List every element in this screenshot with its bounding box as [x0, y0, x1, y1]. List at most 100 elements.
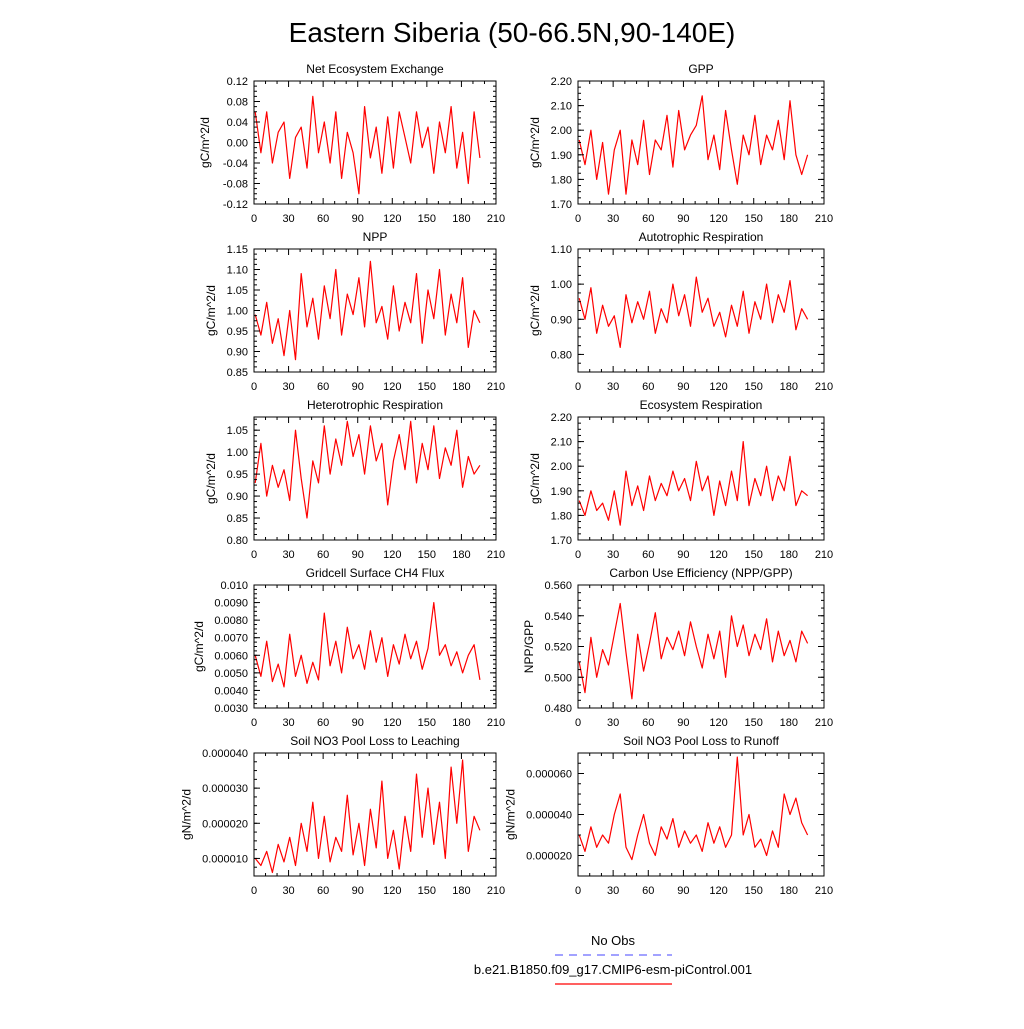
x-tick-label: 90: [352, 885, 364, 897]
y-axis-label: gC/m^2/d: [198, 117, 212, 168]
y-tick-label: 0.000040: [526, 810, 572, 822]
x-tick-label: 150: [418, 213, 436, 225]
y-tick-label: 2.20: [551, 76, 572, 88]
x-tick-label: 150: [418, 885, 436, 897]
x-tick-label: 210: [815, 717, 833, 729]
x-tick-label: 30: [282, 213, 294, 225]
panel-9: 0 30 60 90 120 150 180 210 0.000010 0.000020 0.000…: [179, 734, 505, 897]
x-tick-label: 150: [418, 381, 436, 393]
x-tick-label: 90: [677, 213, 689, 225]
panel-title: NPP: [363, 230, 388, 244]
y-tick-label: 0.0090: [214, 598, 248, 610]
x-tick-label: 90: [677, 381, 689, 393]
series-line: [578, 756, 809, 861]
y-tick-label: 0.04: [227, 117, 248, 129]
panel-4: 0 30 60 90 120 150 180 210 0.80 0.90 1.00 1.10 Autot…: [528, 230, 833, 393]
y-tick-label: 0.0060: [214, 650, 248, 662]
x-tick-label: 180: [452, 885, 470, 897]
x-tick-label: 150: [745, 885, 763, 897]
panel-1: 0 30 60 90 120 150 180 210 -0.12 -0.08 -0.04 0.00 0.…: [198, 62, 505, 225]
x-tick-label: 120: [383, 885, 401, 897]
panel-title: Gridcell Surface CH4 Flux: [306, 566, 445, 580]
y-tick-label: 2.00: [551, 461, 572, 473]
y-tick-label: 1.70: [551, 199, 572, 211]
x-tick-label: 150: [745, 717, 763, 729]
y-tick-label: 0.000040: [202, 748, 248, 760]
x-tick-label: 0: [251, 213, 257, 225]
y-tick-label: 0.95: [227, 326, 248, 338]
panel-title: Ecosystem Respiration: [640, 398, 763, 412]
x-tick-label: 90: [352, 717, 364, 729]
x-tick-label: 60: [317, 213, 329, 225]
panel-7: 0 30 60 90 120 150 180 210 0.0030 0.0040 0.0050 0.0…: [192, 566, 505, 729]
y-axis-label: gC/m^2/d: [204, 285, 218, 336]
x-tick-label: 0: [575, 213, 581, 225]
plot-frame: [253, 416, 497, 541]
series-line: [254, 260, 481, 361]
y-tick-label: 0.000020: [526, 851, 572, 863]
x-tick-label: 30: [282, 549, 294, 561]
y-tick-label: 1.15: [227, 244, 248, 256]
y-axis-label: gC/m^2/d: [528, 285, 542, 336]
plot-frame: [577, 416, 825, 541]
x-tick-label: 0: [575, 381, 581, 393]
y-tick-label: 0.95: [227, 469, 248, 481]
y-axis-label: NPP/GPP: [522, 620, 536, 673]
x-tick-label: 120: [383, 549, 401, 561]
y-tick-label: 2.20: [551, 412, 572, 424]
panel-title: Soil NO3 Pool Loss to Runoff: [623, 734, 780, 748]
y-tick-label: -0.12: [223, 199, 248, 211]
series-line: [254, 420, 481, 519]
panel-6: 0 30 60 90 120 150 180 210 1.70 1.80 1.90 2.00 2.10 2…: [528, 398, 833, 561]
y-tick-label: 0.80: [551, 349, 572, 361]
y-tick-label: 0.480: [544, 703, 572, 715]
panel-title: Net Ecosystem Exchange: [306, 62, 444, 76]
x-tick-label: 120: [709, 213, 727, 225]
x-tick-label: 30: [607, 717, 619, 729]
y-tick-label: 0.000030: [202, 783, 248, 795]
panel-5: 0 30 60 90 120 150 180 210 0.80 0.85 0.90 0.95 1.00 1…: [204, 398, 505, 561]
x-tick-label: 120: [709, 885, 727, 897]
x-tick-label: 120: [383, 381, 401, 393]
y-tick-label: 2.00: [551, 125, 572, 137]
y-tick-label: 0.520: [544, 642, 572, 654]
x-tick-label: 0: [575, 717, 581, 729]
y-tick-label: 0.540: [544, 611, 572, 623]
x-tick-label: 180: [780, 381, 798, 393]
y-tick-label: 1.80: [551, 510, 572, 522]
plot-frame: [253, 752, 497, 877]
x-tick-label: 120: [383, 213, 401, 225]
x-tick-label: 0: [575, 885, 581, 897]
y-tick-label: 0.0070: [214, 633, 248, 645]
y-tick-label: 0.0040: [214, 685, 248, 697]
x-tick-label: 90: [677, 885, 689, 897]
x-tick-label: 210: [487, 381, 505, 393]
y-tick-label: 0.80: [227, 535, 248, 547]
x-tick-label: 180: [780, 213, 798, 225]
y-tick-label: 0.000010: [202, 853, 248, 865]
y-axis-label: gC/m^2/d: [204, 453, 218, 504]
y-tick-label: 0.90: [551, 314, 572, 326]
x-tick-label: 150: [418, 549, 436, 561]
y-tick-label: 0.00: [227, 138, 248, 150]
panel-title: GPP: [688, 62, 713, 76]
y-axis-label: gN/m^2/d: [503, 789, 517, 840]
y-tick-label: 2.10: [551, 437, 572, 449]
y-tick-label: 2.10: [551, 101, 572, 113]
y-tick-label: 0.90: [227, 347, 248, 359]
series-line: [578, 602, 809, 700]
x-tick-label: 30: [607, 213, 619, 225]
plot-frame: [253, 584, 497, 709]
x-tick-label: 180: [452, 717, 470, 729]
legend-obs-label: No Obs: [591, 933, 636, 948]
y-tick-label: 0.0080: [214, 615, 248, 627]
x-tick-label: 60: [317, 885, 329, 897]
figure-title: Eastern Siberia (50-66.5N,90-140E): [289, 17, 736, 48]
x-tick-label: 180: [780, 717, 798, 729]
series-line: [254, 759, 481, 874]
y-tick-label: 0.560: [544, 580, 572, 592]
x-tick-label: 210: [815, 885, 833, 897]
x-tick-label: 0: [251, 381, 257, 393]
